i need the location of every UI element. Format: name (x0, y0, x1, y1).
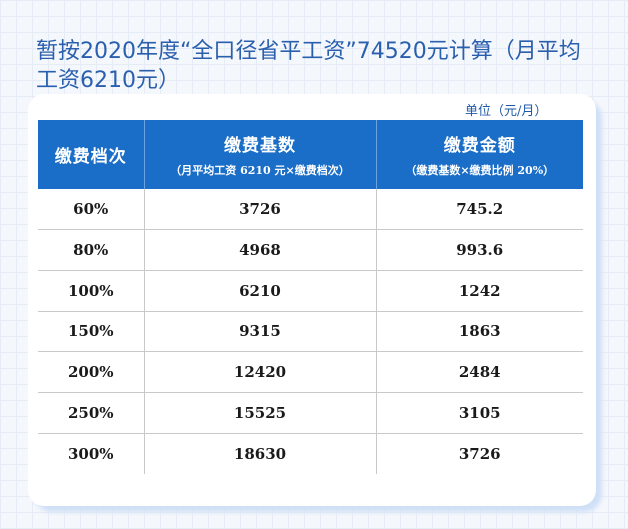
header-amount-subtitle: （缴费基数×缴费比例 20%） (405, 164, 555, 177)
cell-amount: 1863 (376, 311, 583, 353)
header-base-subtitle: （月平均工资 6210 元×缴费档次） (170, 164, 350, 177)
cell-base: 4968 (144, 229, 377, 271)
payment-table: 缴费档次 缴费基数 （月平均工资 6210 元×缴费档次） 缴费金额 （缴费基数… (38, 120, 583, 474)
header-level: 缴费档次 (38, 120, 145, 189)
cell-base: 15525 (144, 392, 377, 434)
cell-amount: 3726 (458, 444, 501, 463)
cell-level: 60% (38, 189, 145, 231)
cell-amount: 2484 (376, 351, 583, 393)
cell-base: 3726 (144, 189, 377, 231)
cell-base: 9315 (144, 311, 377, 353)
cell-base: 18630 (144, 433, 377, 474)
cell-amount: 3105 (376, 392, 583, 434)
cell-level: 250% (38, 392, 145, 434)
table-row: 300% 18630 3726 (38, 433, 583, 474)
table-row: 200% 12420 2484 (38, 351, 583, 393)
cell-base: 6210 (144, 270, 377, 312)
cell-level: 150% (38, 311, 145, 353)
table-row: 100% 6210 1242 (38, 270, 583, 312)
cell-level: 200% (38, 351, 145, 393)
table-header-row: 缴费档次 缴费基数 （月平均工资 6210 元×缴费档次） 缴费金额 （缴费基数… (38, 120, 583, 189)
cell-base: 12420 (144, 351, 377, 393)
header-level-title: 缴费档次 (54, 147, 127, 167)
cell-amount: 1242 (376, 270, 583, 312)
header-amount: 缴费金额 （缴费基数×缴费比例 20%） (376, 120, 583, 189)
table-row: 60% 3726 745.2 (38, 189, 583, 231)
header-base-title: 缴费基数 (224, 136, 296, 156)
table-row: 80% 4968 993.6 (38, 229, 583, 271)
cell-level: 100% (38, 270, 145, 312)
table-row: 150% 9315 1863 (38, 311, 583, 353)
cell-level: 300% (38, 433, 145, 474)
header-amount-title: 缴费金额 (443, 136, 516, 156)
cell-amount: 745.2 (376, 189, 583, 231)
cell-level: 80% (38, 229, 145, 271)
header-base: 缴费基数 （月平均工资 6210 元×缴费档次） (144, 120, 377, 189)
page-title: 暂按2020年度“全口径省平工资”74520元计算（月平均工资6210元） (36, 39, 581, 93)
cell-amount: 993.6 (376, 229, 583, 271)
unit-label: 单位（元/月） (465, 104, 548, 119)
table-row: 250% 15525 3105 (38, 392, 583, 434)
